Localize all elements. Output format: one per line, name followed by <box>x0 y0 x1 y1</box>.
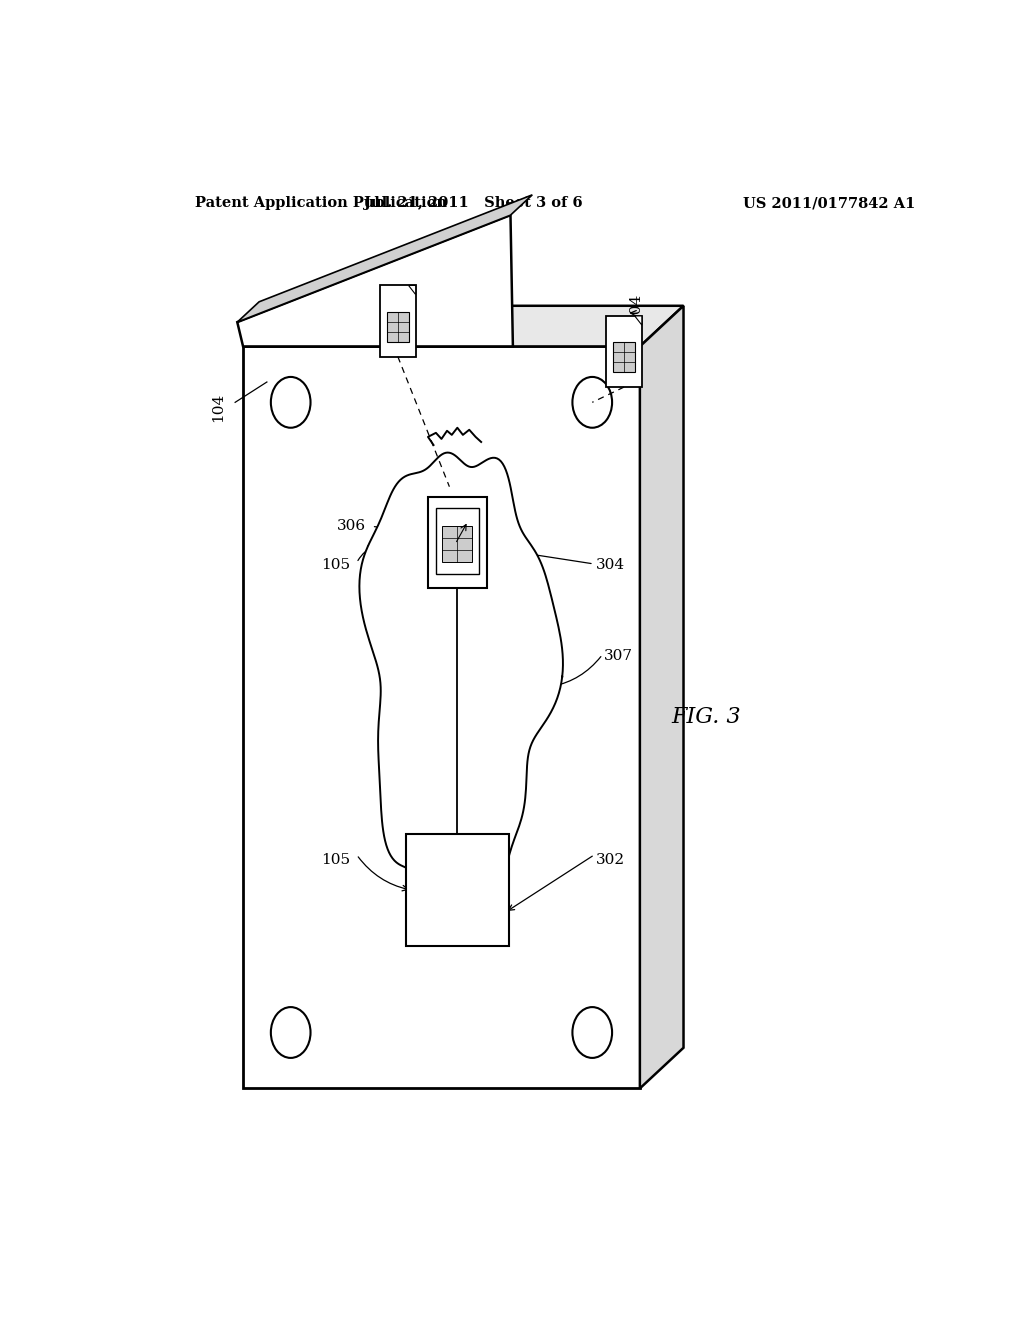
Text: 204: 204 <box>629 293 643 322</box>
Polygon shape <box>243 306 684 346</box>
Bar <box>428 496 487 589</box>
Text: 104: 104 <box>211 393 224 422</box>
Text: 202: 202 <box>389 269 403 300</box>
Polygon shape <box>359 453 563 931</box>
Polygon shape <box>409 285 416 294</box>
Bar <box>442 525 472 562</box>
Bar <box>436 508 479 574</box>
Bar <box>380 285 416 356</box>
Text: FIG. 3: FIG. 3 <box>672 706 741 729</box>
Text: 302: 302 <box>596 853 626 867</box>
Text: Patent Application Publication: Patent Application Publication <box>196 195 447 210</box>
Text: 306: 306 <box>337 519 367 533</box>
Bar <box>606 315 642 387</box>
Bar <box>406 834 509 946</box>
Polygon shape <box>238 195 532 322</box>
Polygon shape <box>640 306 684 1089</box>
Bar <box>387 312 409 342</box>
Polygon shape <box>238 215 513 346</box>
Text: Jul. 21, 2011   Sheet 3 of 6: Jul. 21, 2011 Sheet 3 of 6 <box>364 195 583 210</box>
Bar <box>243 346 640 1089</box>
Text: 105: 105 <box>322 558 350 572</box>
Text: 105: 105 <box>322 853 350 867</box>
Text: 304: 304 <box>596 558 626 572</box>
Polygon shape <box>635 315 642 325</box>
Bar <box>613 342 635 372</box>
Text: US 2011/0177842 A1: US 2011/0177842 A1 <box>743 195 915 210</box>
Text: 307: 307 <box>604 649 633 664</box>
